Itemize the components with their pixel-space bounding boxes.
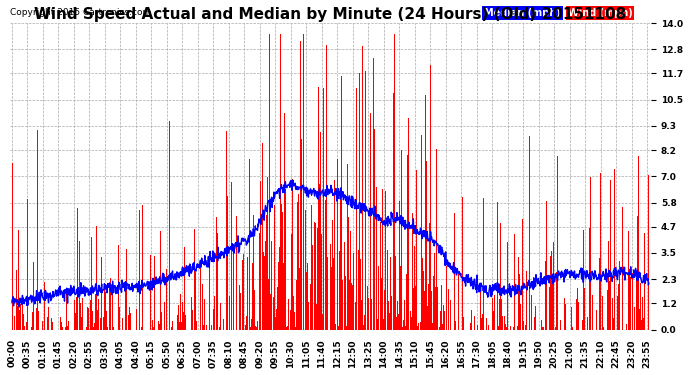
Title: Wind Speed Actual and Median by Minute (24 Hours) (Old) 20151108: Wind Speed Actual and Median by Minute (… <box>34 7 627 22</box>
Text: Median (mph): Median (mph) <box>484 8 561 18</box>
Text: Copyright 2015 Cartronics.com: Copyright 2015 Cartronics.com <box>10 8 151 17</box>
Text: Wind (mph): Wind (mph) <box>568 8 633 18</box>
